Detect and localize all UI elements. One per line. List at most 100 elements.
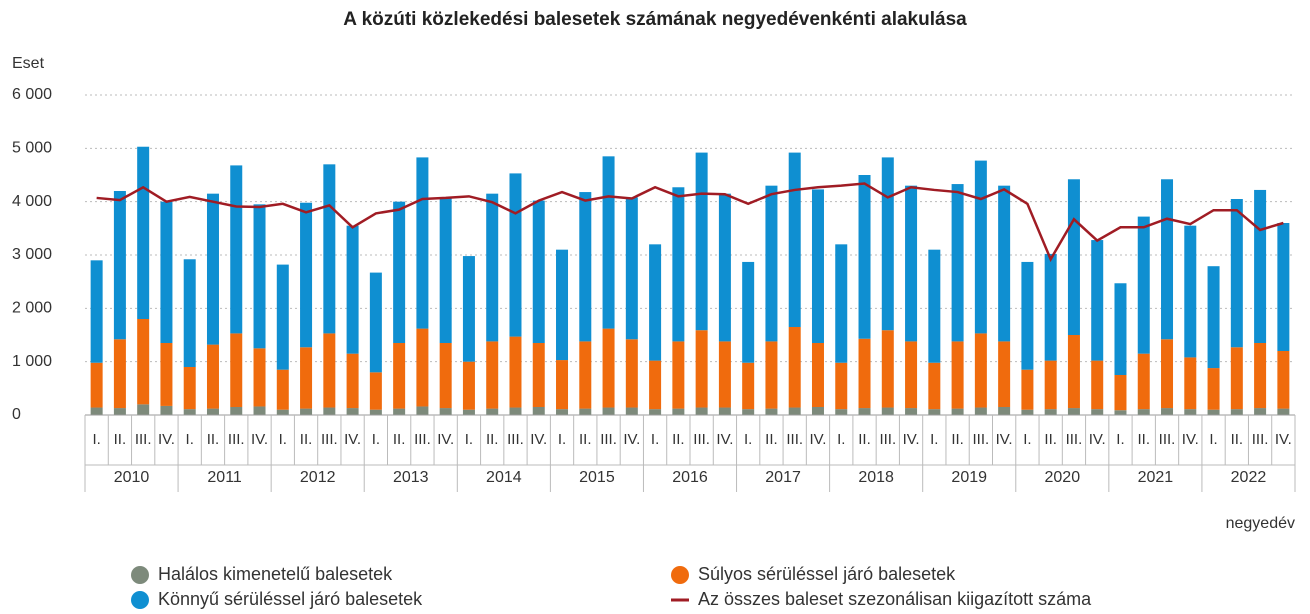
bar-segment [276, 264, 289, 370]
bar-segment [439, 197, 452, 343]
bar-segment [742, 409, 755, 415]
legend-marker [131, 566, 149, 584]
bar-segment [649, 409, 662, 415]
bar-segment [183, 367, 196, 410]
bar-segment [416, 157, 429, 329]
bar-segment [579, 408, 592, 415]
x-tick-label: II. [672, 431, 685, 448]
x-tick-label: III. [414, 431, 431, 448]
bar-segment [788, 407, 801, 415]
bar-segment [509, 336, 522, 408]
bar-segment [509, 173, 522, 337]
bar-segment [974, 407, 987, 415]
bar-segment [532, 343, 545, 407]
bar-segment [1207, 409, 1220, 415]
bar-segment [718, 193, 731, 342]
bar-segment [183, 259, 196, 367]
bar-segment [323, 164, 336, 334]
x-tick-label: IV. [996, 431, 1013, 448]
bar-segment [811, 189, 824, 343]
line-series [96, 182, 1284, 263]
bar-segment [602, 328, 615, 408]
legend-label: Az összes baleset szezonálisan kiigazíto… [698, 589, 1092, 609]
x-tick-label: I. [465, 431, 473, 448]
bar-segment [556, 249, 569, 361]
bar-segment [788, 327, 801, 408]
bar-segment [137, 319, 150, 405]
x-axis-label: negyedév [1226, 515, 1295, 532]
bar-segment [1230, 409, 1243, 415]
bar-segment [462, 361, 475, 410]
bar-segment [695, 152, 708, 331]
bar-segment [230, 165, 243, 334]
bar-segment [369, 409, 382, 415]
bar-segment [765, 185, 778, 342]
x-tick-label: I. [1209, 431, 1217, 448]
y-tick-label: 0 [12, 406, 21, 423]
bar-segment [1277, 408, 1290, 415]
bar-segment [951, 184, 964, 342]
bar-segment [905, 185, 918, 342]
bar-segment [998, 407, 1011, 415]
bar-segment [300, 202, 313, 348]
bar-segment [1021, 409, 1034, 415]
bar-segment [1137, 409, 1150, 415]
x-tick-label: IV. [623, 431, 640, 448]
bar-segment [1091, 360, 1104, 410]
bar-segment [742, 362, 755, 410]
bar-segment [1207, 368, 1220, 410]
bar-segment [974, 333, 987, 408]
x-tick-label: III. [1066, 431, 1083, 448]
bar-segment [858, 338, 871, 409]
bar-segment [556, 409, 569, 415]
bar-segment [928, 249, 941, 363]
year-label: 2020 [1045, 469, 1081, 486]
bar-segment [1184, 225, 1197, 358]
x-tick-label: II. [207, 431, 220, 448]
bar-segment [90, 260, 103, 363]
bar-segment [602, 156, 615, 329]
year-label: 2019 [951, 469, 987, 486]
bar-segment [206, 344, 219, 409]
bar-segment [811, 343, 824, 407]
y-tick-label: 1 000 [12, 353, 52, 370]
x-tick-label: IV. [344, 431, 361, 448]
x-tick-label: III. [786, 431, 803, 448]
bar-segment [439, 408, 452, 415]
year-label: 2016 [672, 469, 708, 486]
bar-segment [998, 185, 1011, 342]
bar-segment [835, 409, 848, 415]
bar-segment [206, 193, 219, 345]
bar-segment [253, 204, 266, 349]
legend-marker [671, 566, 689, 584]
legend-marker [131, 591, 149, 609]
bar-segment [695, 407, 708, 415]
bar-segment [1114, 410, 1127, 415]
bar-segment [230, 407, 243, 415]
bar-segment [160, 405, 173, 415]
x-tick-label: III. [973, 431, 990, 448]
bar-segment [1230, 199, 1243, 348]
x-tick-label: IV. [158, 431, 175, 448]
bar-segment [1207, 266, 1220, 369]
bar-segment [928, 362, 941, 410]
bar-segment [300, 408, 313, 415]
bar-segment [230, 333, 243, 407]
bar-segment [1044, 253, 1057, 361]
bar-segment [1091, 409, 1104, 415]
legend-label: Súlyos sérüléssel járó balesetek [698, 564, 956, 584]
x-tick-label: II. [1231, 431, 1244, 448]
bar-segment [369, 272, 382, 373]
year-label: 2014 [486, 469, 522, 486]
bar-segment [1161, 408, 1174, 415]
bar-segment [974, 160, 987, 334]
bar-segment [276, 369, 289, 410]
bar-segment [276, 409, 289, 415]
bar-segment [462, 409, 475, 415]
bar-segment [346, 408, 359, 415]
bar-segment [649, 360, 662, 410]
x-tick-label: IV. [903, 431, 920, 448]
y-axis-label: Eset [12, 55, 45, 72]
bar-segment [742, 261, 755, 363]
